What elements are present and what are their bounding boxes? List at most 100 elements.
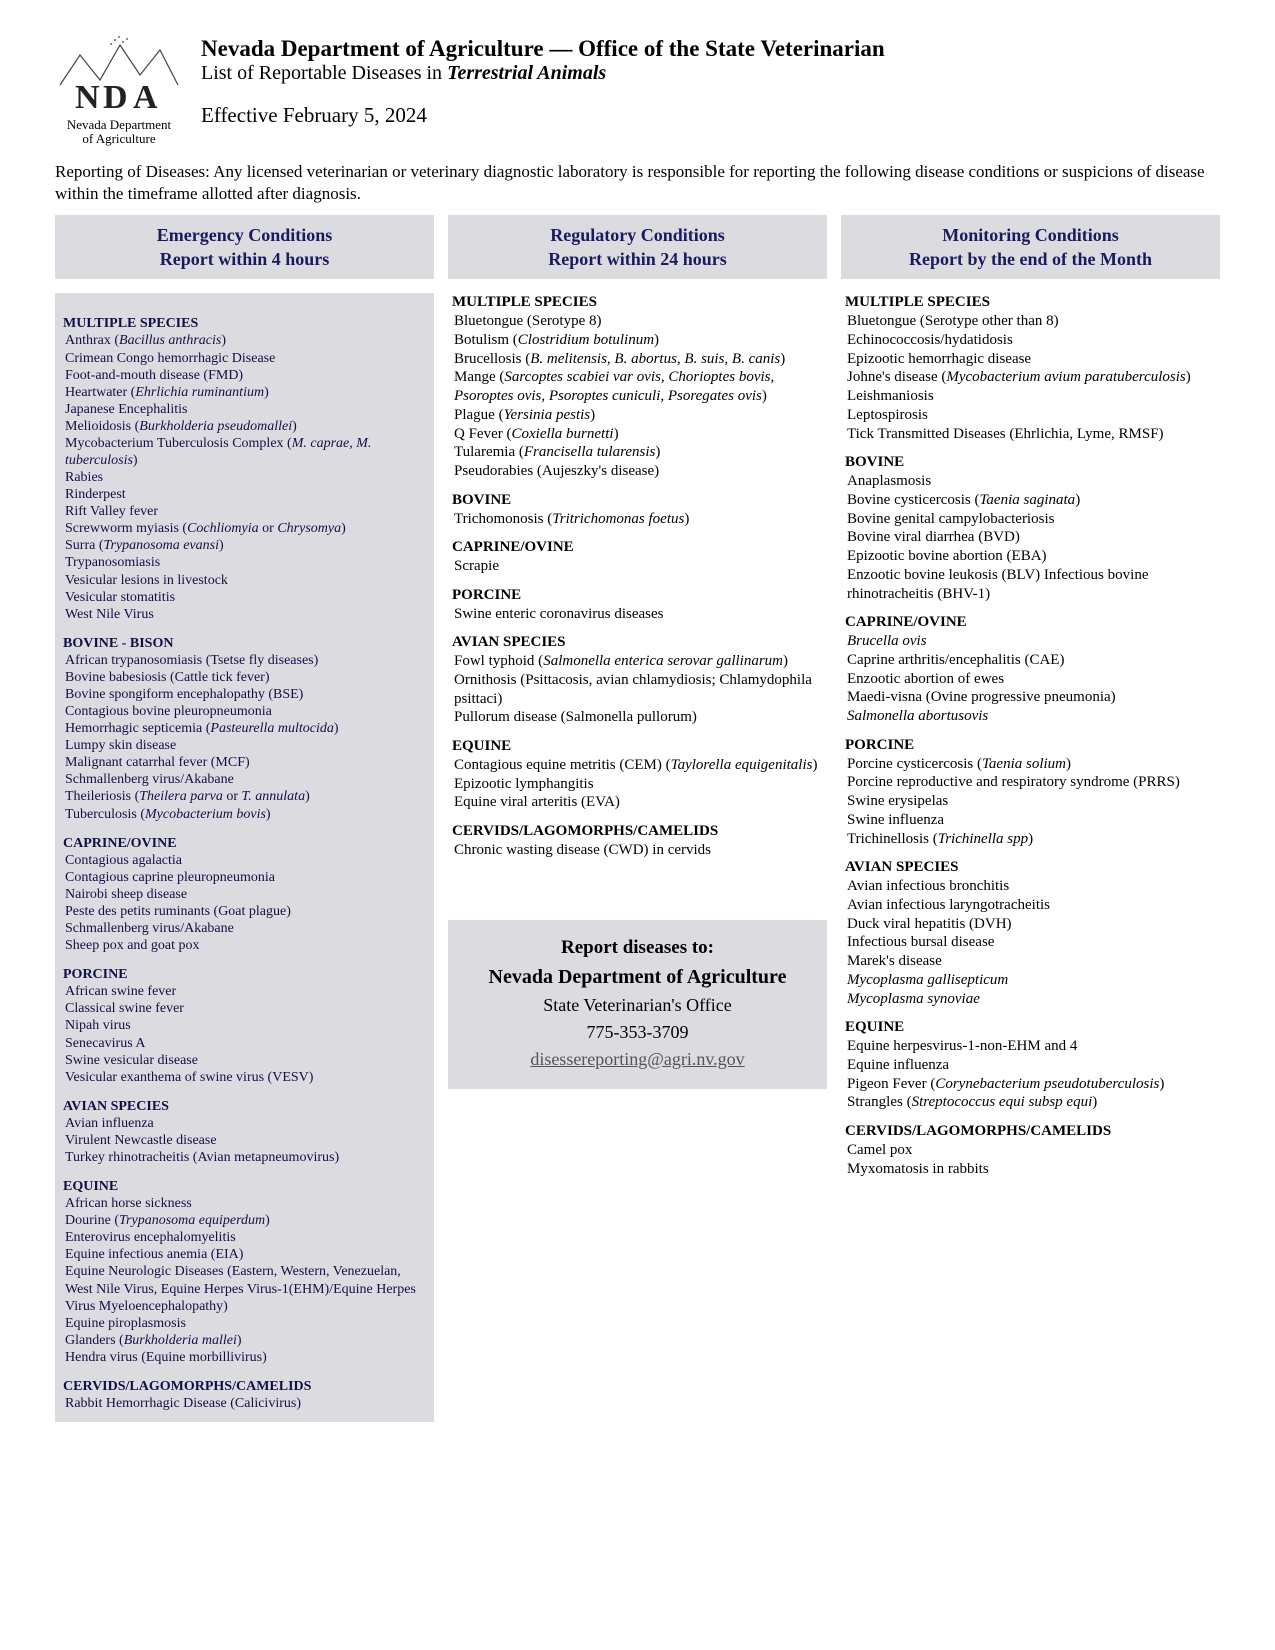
nda-logo-icon: NDA xyxy=(55,30,183,115)
report-box-dept: Nevada Department of Agriculture xyxy=(458,962,817,992)
disease-item: Contagious equine metritis (CEM) (Taylor… xyxy=(452,756,823,775)
emergency-header-l2: Report within 4 hours xyxy=(160,249,330,269)
report-box: Report diseases to: Nevada Department of… xyxy=(448,920,827,1090)
disease-item: Epizootic bovine abortion (EBA) xyxy=(845,547,1216,566)
disease-item: Avian influenza xyxy=(63,1115,426,1132)
disease-item: Porcine cysticercosis (Taenia solium) xyxy=(845,755,1216,774)
disease-item: Crimean Congo hemorrhagic Disease xyxy=(63,350,426,367)
monitoring-body: MULTIPLE SPECIESBluetongue (Serotype oth… xyxy=(841,293,1220,1178)
emergency-header: Emergency Conditions Report within 4 hou… xyxy=(55,215,434,280)
species-heading: PORCINE xyxy=(452,586,823,605)
disease-item: Equine herpesvirus-1-non-EHM and 4 xyxy=(845,1037,1216,1056)
monitoring-header: Monitoring Conditions Report by the end … xyxy=(841,215,1220,280)
disease-item: Equine Neurologic Diseases (Eastern, Wes… xyxy=(63,1263,426,1314)
disease-item: Brucellosis (B. melitensis, B. abortus, … xyxy=(452,350,823,369)
disease-item: Vesicular exanthema of swine virus (VESV… xyxy=(63,1069,426,1086)
disease-item: Glanders (Burkholderia mallei) xyxy=(63,1332,426,1349)
species-heading: CAPRINE/OVINE xyxy=(63,835,426,852)
disease-item: Enterovirus encephalomyelitis xyxy=(63,1229,426,1246)
disease-item: Rift Valley fever xyxy=(63,503,426,520)
subtitle-italic: Terrestrial Animals xyxy=(447,62,606,84)
disease-item: Dourine (Trypanosoma equiperdum) xyxy=(63,1212,426,1229)
page-title: Nevada Department of Agriculture — Offic… xyxy=(201,36,1220,62)
disease-item: Anaplasmosis xyxy=(845,472,1216,491)
regulatory-header-l1: Regulatory Conditions xyxy=(550,225,725,245)
disease-item: Leptospirosis xyxy=(845,406,1216,425)
species-heading: CERVIDS/LAGOMORPHS/CAMELIDS xyxy=(845,1122,1216,1141)
disease-item: Japanese Encephalitis xyxy=(63,401,426,418)
disease-item: Pseudorabies (Aujeszky's disease) xyxy=(452,462,823,481)
emergency-header-l1: Emergency Conditions xyxy=(157,225,333,245)
disease-item: Epizootic lymphangitis xyxy=(452,775,823,794)
disease-item: Salmonella abortusovis xyxy=(845,707,1216,726)
logo-caption-line1: Nevada Department xyxy=(67,117,171,132)
disease-item: Mycoplasma gallisepticum xyxy=(845,971,1216,990)
disease-item: Scrapie xyxy=(452,557,823,576)
species-heading: MULTIPLE SPECIES xyxy=(452,293,823,312)
disease-item: Rinderpest xyxy=(63,486,426,503)
subtitle-prefix: List of Reportable Diseases in xyxy=(201,62,447,84)
disease-item: Equine viral arteritis (EVA) xyxy=(452,793,823,812)
svg-text:A: A xyxy=(133,79,158,115)
disease-item: Bovine viral diarrhea (BVD) xyxy=(845,528,1216,547)
regulatory-body: MULTIPLE SPECIESBluetongue (Serotype 8)B… xyxy=(448,293,827,859)
species-heading: BOVINE xyxy=(845,453,1216,472)
disease-item: Screwworm myiasis (Cochliomyia or Chryso… xyxy=(63,520,426,537)
disease-item: Contagious caprine pleuropneumonia xyxy=(63,869,426,886)
disease-item: Mycobacterium Tuberculosis Complex (M. c… xyxy=(63,435,426,469)
disease-item: Swine erysipelas xyxy=(845,792,1216,811)
disease-item: Marek's disease xyxy=(845,952,1216,971)
disease-item: Mange (Sarcoptes scabiei var ovis, Chori… xyxy=(452,368,823,406)
monitoring-header-l1: Monitoring Conditions xyxy=(942,225,1119,245)
disease-item: Bluetongue (Serotype other than 8) xyxy=(845,312,1216,331)
disease-item: Ornithosis (Psittacosis, avian chlamydio… xyxy=(452,671,823,709)
disease-item: Malignant catarrhal fever (MCF) xyxy=(63,754,426,771)
disease-item: Chronic wasting disease (CWD) in cervids xyxy=(452,841,823,860)
species-heading: CAPRINE/OVINE xyxy=(845,613,1216,632)
disease-item: Classical swine fever xyxy=(63,1000,426,1017)
disease-item: Swine vesicular disease xyxy=(63,1052,426,1069)
report-box-office: State Veterinarian's Office xyxy=(458,992,817,1019)
species-heading: CAPRINE/OVINE xyxy=(452,538,823,557)
emergency-body: MULTIPLE SPECIESAnthrax (Bacillus anthra… xyxy=(55,293,434,1422)
disease-item: Trichomonosis (Tritrichomonas foetus) xyxy=(452,510,823,529)
logo-caption: Nevada Department of Agriculture xyxy=(55,118,183,147)
disease-item: Bovine cysticercosis (Taenia saginata) xyxy=(845,491,1216,510)
disease-item: Epizootic hemorrhagic disease xyxy=(845,350,1216,369)
species-heading: EQUINE xyxy=(845,1018,1216,1037)
monitoring-column: Monitoring Conditions Report by the end … xyxy=(841,215,1220,1422)
disease-item: Leishmaniosis xyxy=(845,387,1216,406)
disease-item: Camel pox xyxy=(845,1141,1216,1160)
disease-item: Tularemia (Francisella tularensis) xyxy=(452,443,823,462)
disease-item: Virulent Newcastle disease xyxy=(63,1132,426,1149)
disease-item: Duck viral hepatitis (DVH) xyxy=(845,915,1216,934)
species-heading: CERVIDS/LAGOMORPHS/CAMELIDS xyxy=(63,1378,426,1395)
disease-item: Avian infectious bronchitis xyxy=(845,877,1216,896)
species-heading: AVIAN SPECIES xyxy=(845,858,1216,877)
effective-date: Effective February 5, 2024 xyxy=(201,103,1220,128)
disease-item: Turkey rhinotracheitis (Avian metapneumo… xyxy=(63,1149,426,1166)
species-heading: EQUINE xyxy=(63,1178,426,1195)
regulatory-column: Regulatory Conditions Report within 24 h… xyxy=(448,215,827,1422)
disease-item: Enzootic bovine leukosis (BLV) Infectiou… xyxy=(845,566,1216,604)
disease-item: Mycoplasma synoviae xyxy=(845,990,1216,1009)
disease-item: Hendra virus (Equine morbillivirus) xyxy=(63,1349,426,1366)
page-subtitle: List of Reportable Diseases in Terrestri… xyxy=(201,62,1220,85)
columns-container: Emergency Conditions Report within 4 hou… xyxy=(55,215,1220,1422)
disease-item: Theileriosis (Theilera parva or T. annul… xyxy=(63,788,426,805)
disease-item: Tick Transmitted Diseases (Ehrlichia, Ly… xyxy=(845,425,1216,444)
emergency-column: Emergency Conditions Report within 4 hou… xyxy=(55,215,434,1422)
disease-item: Equine influenza xyxy=(845,1056,1216,1075)
disease-item: Caprine arthritis/encephalitis (CAE) xyxy=(845,651,1216,670)
disease-item: Equine infectious anemia (EIA) xyxy=(63,1246,426,1263)
report-box-email-link[interactable]: disessereporting@agri.nv.gov xyxy=(530,1049,744,1069)
species-heading: PORCINE xyxy=(63,966,426,983)
disease-item: Echinococcosis/hydatidosis xyxy=(845,331,1216,350)
disease-item: Botulism (Clostridium botulinum) xyxy=(452,331,823,350)
species-heading: AVIAN SPECIES xyxy=(452,633,823,652)
disease-item: Myxomatosis in rabbits xyxy=(845,1160,1216,1179)
disease-item: Enzootic abortion of ewes xyxy=(845,670,1216,689)
disease-item: West Nile Virus xyxy=(63,606,426,623)
svg-text:D: D xyxy=(103,79,128,115)
disease-item: Nipah virus xyxy=(63,1017,426,1034)
